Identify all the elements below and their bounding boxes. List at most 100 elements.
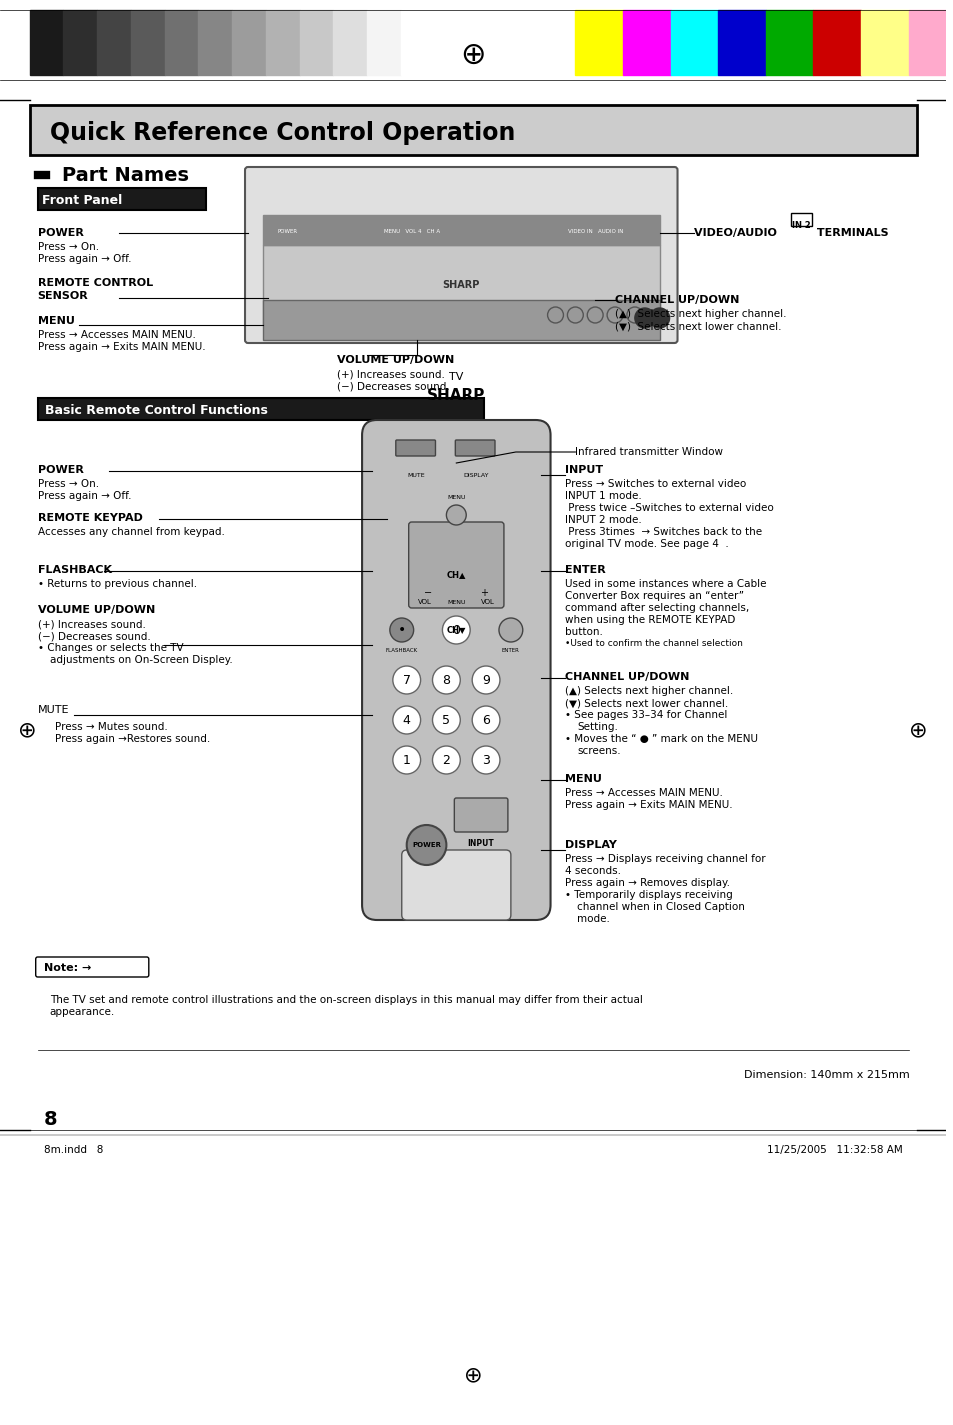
Bar — [30, 10, 64, 76]
Text: FLASHBACK: FLASHBACK — [385, 647, 417, 653]
FancyBboxPatch shape — [30, 105, 916, 155]
Bar — [400, 10, 434, 76]
Text: ENTER: ENTER — [565, 564, 605, 576]
Text: Part Names: Part Names — [61, 165, 189, 184]
Circle shape — [406, 825, 446, 865]
Text: original TV mode. See page 4  .: original TV mode. See page 4 . — [565, 539, 728, 549]
Text: CHANNEL UP/DOWN: CHANNEL UP/DOWN — [615, 295, 739, 305]
Text: TERMINALS: TERMINALS — [813, 228, 888, 238]
Text: MENU: MENU — [565, 774, 601, 784]
Text: 4: 4 — [402, 714, 410, 727]
Text: 0: 0 — [452, 624, 460, 637]
Text: (+) Increases sound.: (+) Increases sound. — [38, 618, 146, 628]
Text: CHANNEL UP/DOWN: CHANNEL UP/DOWN — [565, 673, 689, 683]
Text: 9: 9 — [481, 674, 490, 687]
Text: VOLUME UP/DOWN: VOLUME UP/DOWN — [337, 355, 454, 365]
Text: DISPLAY: DISPLAY — [463, 473, 488, 477]
Text: INPUT: INPUT — [565, 465, 603, 475]
Text: 8: 8 — [442, 674, 450, 687]
Text: Press → Displays receiving channel for: Press → Displays receiving channel for — [565, 854, 765, 864]
Text: (+) Increases sound.: (+) Increases sound. — [337, 369, 445, 379]
Text: 6: 6 — [481, 714, 490, 727]
Text: (▼) Selects next lower channel.: (▼) Selects next lower channel. — [565, 698, 728, 708]
Bar — [263, 215, 659, 245]
Text: 11/25/2005   11:32:58 AM: 11/25/2005 11:32:58 AM — [766, 1146, 902, 1156]
Text: INPUT: INPUT — [467, 838, 494, 848]
Text: VOL: VOL — [480, 598, 495, 606]
Text: Accesses any channel from keypad.: Accesses any channel from keypad. — [38, 527, 224, 537]
Bar — [64, 10, 97, 76]
Circle shape — [634, 308, 654, 328]
Text: Press again → Off.: Press again → Off. — [38, 254, 132, 264]
Text: 3: 3 — [481, 754, 490, 767]
Text: button.: button. — [565, 627, 602, 637]
Text: INPUT 2 mode.: INPUT 2 mode. — [565, 514, 641, 524]
Text: Setting.: Setting. — [577, 722, 618, 732]
Text: CH▼: CH▼ — [446, 626, 466, 634]
Circle shape — [393, 705, 420, 734]
Circle shape — [393, 665, 420, 694]
Bar — [813, 10, 861, 76]
Text: •Used to confirm the channel selection: •Used to confirm the channel selection — [565, 638, 742, 648]
Text: DISPLAY: DISPLAY — [565, 839, 617, 849]
Text: Press again → Off.: Press again → Off. — [38, 492, 132, 502]
Text: POWER: POWER — [412, 842, 440, 848]
Text: 2: 2 — [442, 754, 450, 767]
Text: • Moves the “ ● ” mark on the MENU: • Moves the “ ● ” mark on the MENU — [565, 734, 758, 744]
Text: Press → Accesses MAIN MENU.: Press → Accesses MAIN MENU. — [38, 331, 195, 341]
Bar — [765, 10, 813, 76]
Text: IN 2: IN 2 — [791, 221, 810, 229]
Bar — [263, 245, 659, 325]
Text: when using the REMOTE KEYPAD: when using the REMOTE KEYPAD — [565, 616, 735, 626]
Circle shape — [472, 705, 499, 734]
Bar — [299, 10, 333, 76]
Bar — [575, 10, 622, 76]
Text: 8: 8 — [44, 1110, 57, 1129]
Circle shape — [472, 665, 499, 694]
FancyBboxPatch shape — [401, 849, 511, 921]
Circle shape — [498, 618, 522, 643]
Text: Used in some instances where a Cable: Used in some instances where a Cable — [565, 579, 766, 589]
Bar — [718, 10, 765, 76]
Text: INPUT 1 mode.: INPUT 1 mode. — [565, 492, 641, 502]
Text: adjustments on On-Screen Displey.: adjustments on On-Screen Displey. — [50, 656, 233, 665]
Bar — [38, 398, 483, 420]
Text: REMOTE CONTROL: REMOTE CONTROL — [38, 278, 152, 288]
Bar — [198, 10, 232, 76]
Bar — [861, 10, 907, 76]
Text: ⊕: ⊕ — [908, 720, 927, 740]
Bar — [790, 212, 812, 227]
Text: Press again →Restores sound.: Press again →Restores sound. — [54, 734, 210, 744]
Text: VIDEO IN   AUDIO IN: VIDEO IN AUDIO IN — [567, 228, 622, 234]
Bar — [97, 10, 131, 76]
Text: MENU: MENU — [447, 494, 465, 500]
Text: Press → Switches to external video: Press → Switches to external video — [565, 479, 746, 489]
Circle shape — [472, 747, 499, 774]
Text: TV: TV — [449, 372, 463, 382]
Bar — [333, 10, 367, 76]
Text: Dimension: 140mm x 215mm: Dimension: 140mm x 215mm — [743, 1070, 909, 1080]
Circle shape — [393, 747, 420, 774]
FancyBboxPatch shape — [245, 167, 677, 343]
Text: CH▲: CH▲ — [446, 570, 466, 580]
Text: Front Panel: Front Panel — [42, 194, 122, 207]
Bar — [131, 10, 165, 76]
Text: screens.: screens. — [577, 747, 620, 757]
Text: ⊕: ⊕ — [460, 40, 485, 70]
Text: SENSOR: SENSOR — [38, 291, 89, 301]
Text: VOLUME UP/DOWN: VOLUME UP/DOWN — [38, 606, 154, 616]
Text: mode.: mode. — [577, 913, 610, 923]
Circle shape — [432, 705, 459, 734]
Text: −: − — [424, 589, 432, 598]
FancyBboxPatch shape — [455, 440, 495, 456]
Text: • Changes or selects the TV: • Changes or selects the TV — [38, 643, 183, 653]
Bar — [266, 10, 299, 76]
Text: REMOTE KEYPAD: REMOTE KEYPAD — [38, 513, 142, 523]
Circle shape — [390, 618, 414, 643]
Text: Converter Box requires an “enter”: Converter Box requires an “enter” — [565, 591, 743, 601]
Text: Note: →: Note: → — [44, 963, 91, 973]
FancyBboxPatch shape — [35, 958, 149, 978]
Text: FLASHBACK: FLASHBACK — [38, 564, 112, 576]
Circle shape — [432, 747, 459, 774]
Circle shape — [446, 504, 466, 524]
